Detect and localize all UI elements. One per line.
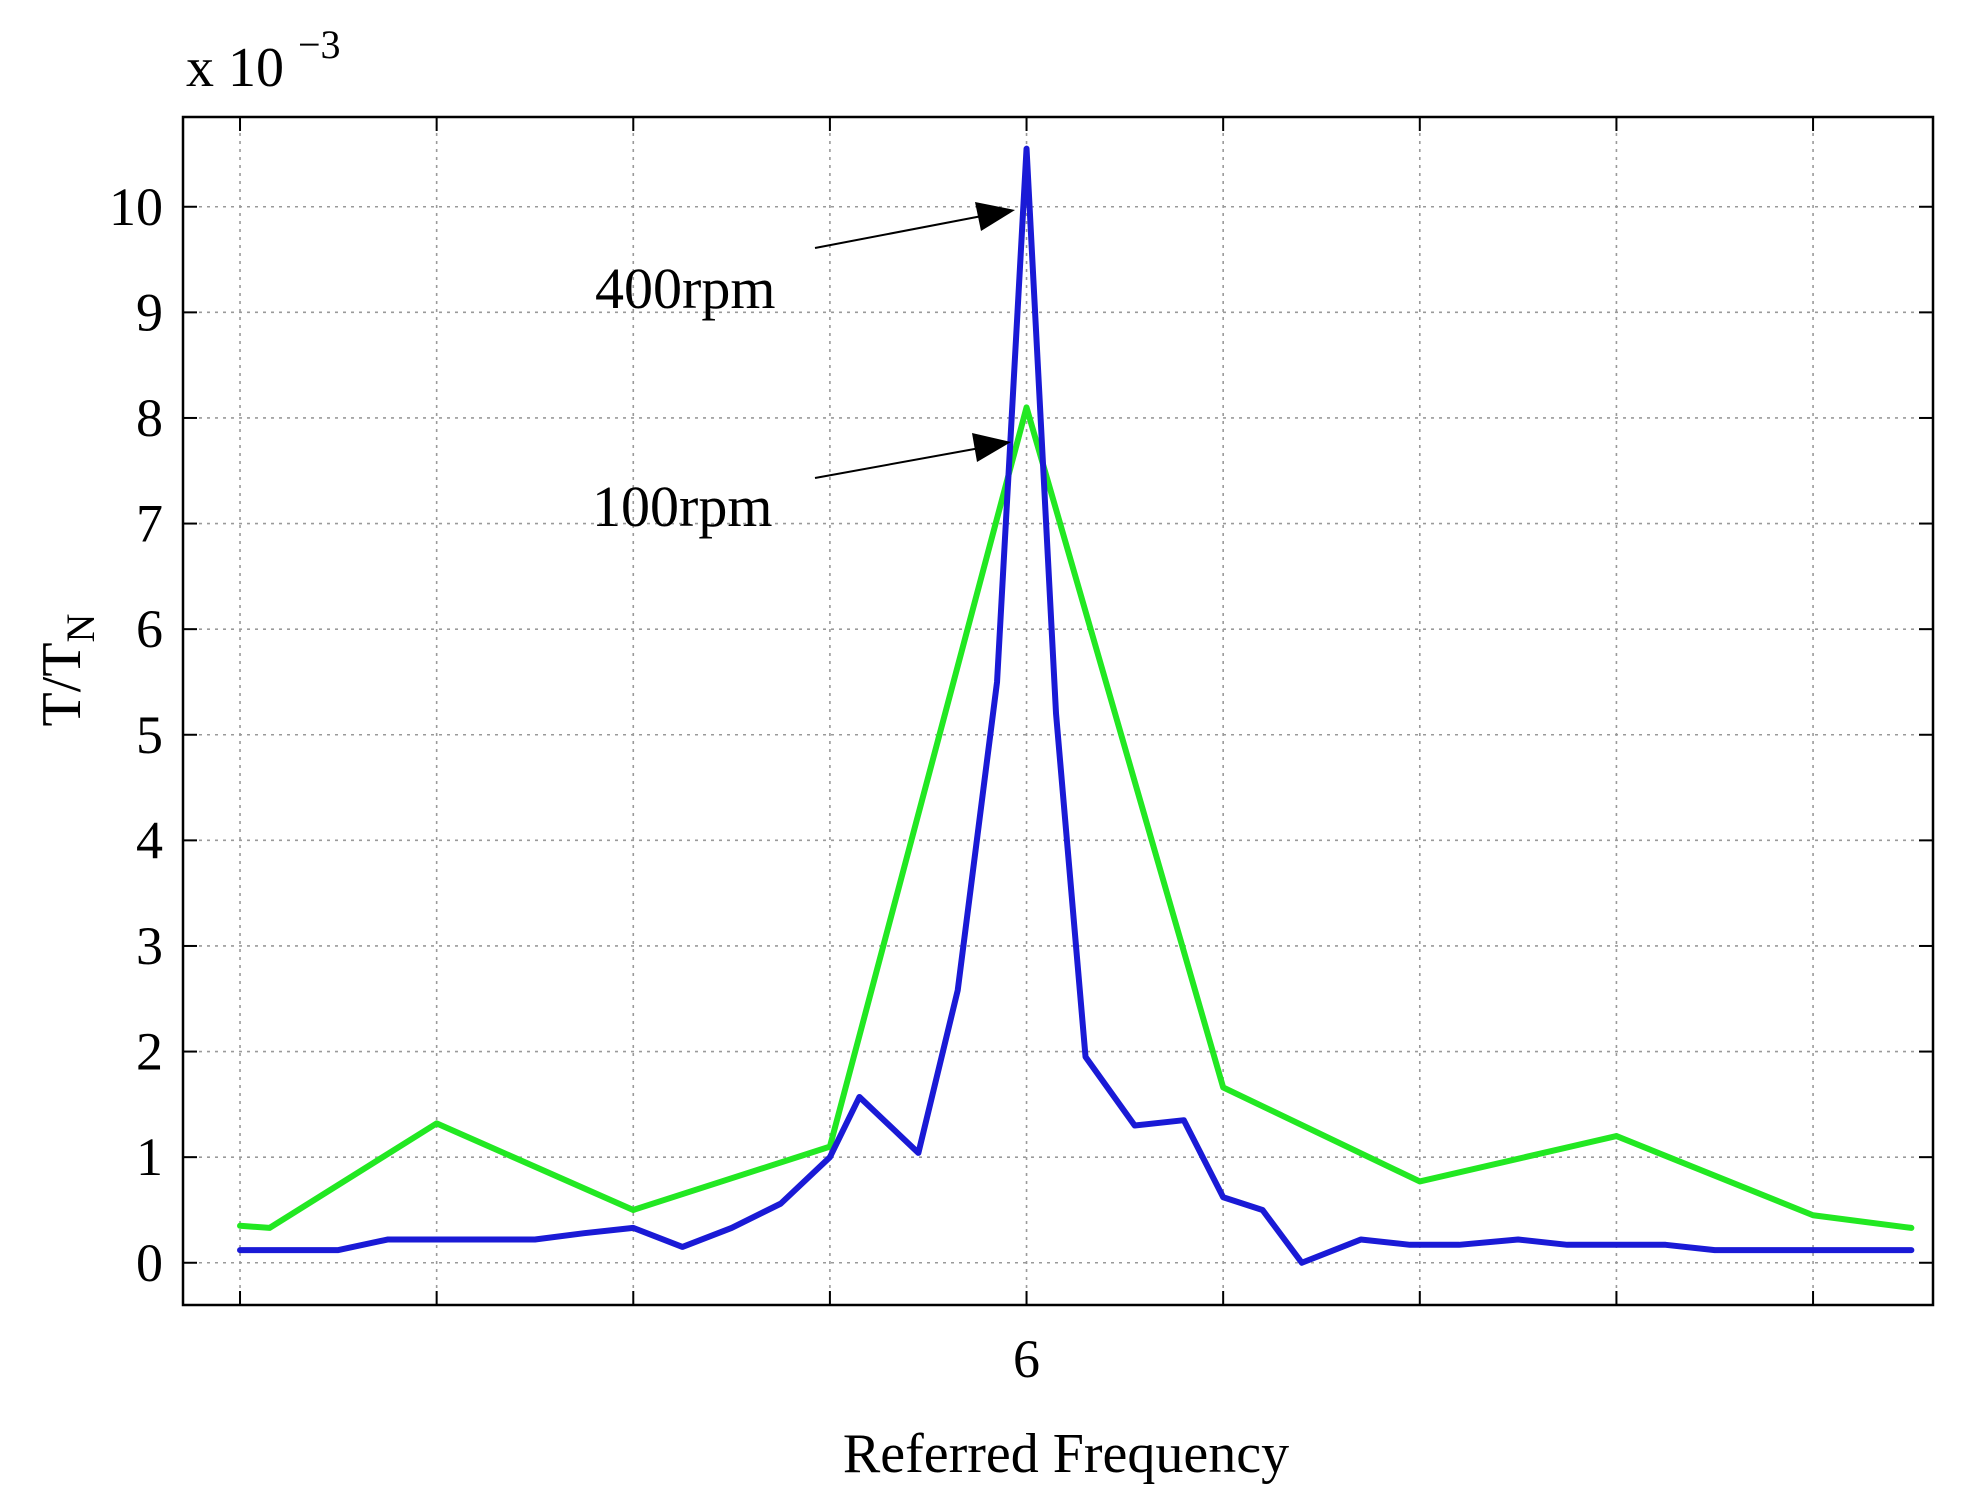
y-axis-title-subscript: N xyxy=(58,614,103,643)
annotation-arrowhead-100rpm xyxy=(972,433,1011,462)
y-tick-label: 0 xyxy=(136,1233,163,1293)
y-tick-label: 2 xyxy=(136,1022,163,1082)
y-tick-label: 6 xyxy=(136,599,163,659)
y-exponent-base: x 10 xyxy=(186,37,284,99)
series-layer xyxy=(237,145,1915,1266)
annotation-arrow-400rpm xyxy=(814,215,983,249)
series-line-100rpm xyxy=(237,404,1915,1231)
x-axis-title: Referred Frequency xyxy=(843,1423,1289,1485)
plot-frame xyxy=(181,115,1935,1307)
annotation-400rpm: 400rpm xyxy=(595,256,775,321)
grid-lines xyxy=(183,117,1933,1305)
annotation-100rpm: 100rpm xyxy=(592,474,772,539)
y-tick-label: 3 xyxy=(136,916,163,976)
y-tick-label: 1 xyxy=(136,1127,163,1187)
annotation-arrow-100rpm xyxy=(814,447,981,479)
x-tick-label: 6 xyxy=(1013,1329,1040,1389)
y-exponent-power: −3 xyxy=(298,22,341,67)
y-tick-label: 7 xyxy=(136,494,163,554)
y-axis-title: T/TN xyxy=(31,614,103,727)
y-axis-title-main: T/T xyxy=(31,642,93,726)
y-tick-label: 8 xyxy=(136,388,163,448)
annotation-arrowhead-400rpm xyxy=(975,202,1015,231)
axis-ticks: 0 1 2 3 4 5 6 7 8 9 10 6 xyxy=(109,117,1933,1389)
svg-text:T/TN: T/TN xyxy=(31,614,103,727)
y-tick-label: 9 xyxy=(136,282,163,342)
y-tick-label: 5 xyxy=(136,705,163,765)
y-tick-label: 10 xyxy=(109,177,163,237)
annotations: 400rpm 100rpm xyxy=(592,202,1015,539)
series-line-400rpm xyxy=(237,145,1915,1266)
y-tick-label: 4 xyxy=(136,810,163,870)
